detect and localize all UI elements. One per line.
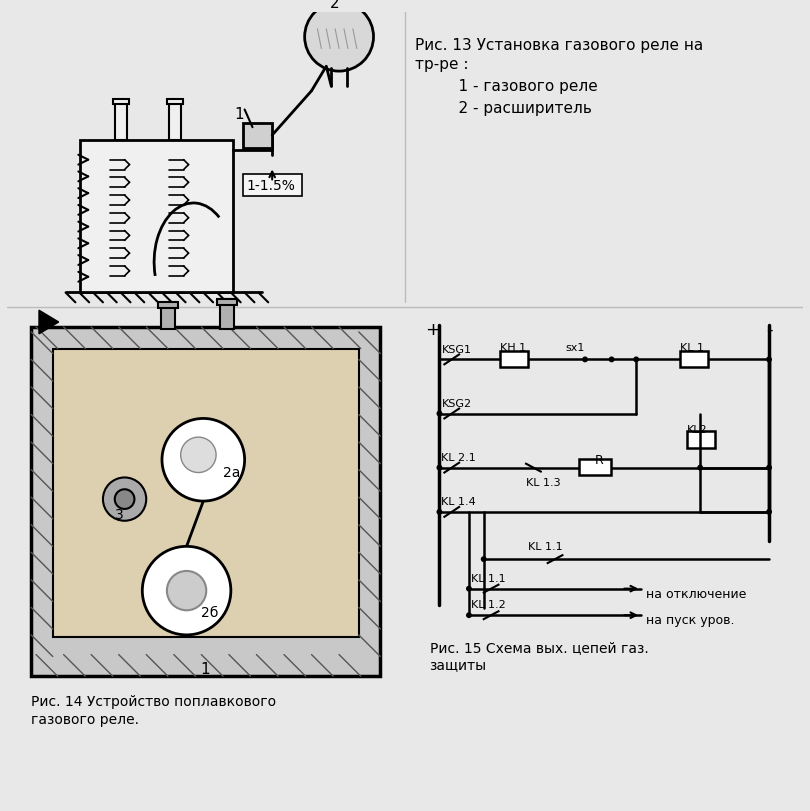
Circle shape	[466, 586, 472, 592]
Text: KL 1.4: KL 1.4	[441, 496, 476, 507]
Circle shape	[697, 465, 703, 471]
Text: KL 1: KL 1	[680, 342, 705, 352]
Text: Рис. 13 Установка газового реле на: Рис. 13 Установка газового реле на	[415, 37, 703, 53]
Circle shape	[633, 357, 639, 363]
Circle shape	[437, 411, 442, 417]
Circle shape	[481, 556, 487, 562]
Text: KL 1.2: KL 1.2	[471, 599, 505, 610]
Text: газового реле.: газового реле.	[31, 712, 139, 726]
Text: на пуск уров.: на пуск уров.	[646, 613, 735, 626]
Circle shape	[466, 612, 472, 619]
Circle shape	[766, 509, 772, 515]
Bar	[113, 100, 129, 105]
Text: R: R	[595, 453, 603, 466]
Bar	[53, 350, 359, 637]
Circle shape	[437, 509, 442, 515]
Text: на отключение: на отключение	[646, 587, 747, 600]
Polygon shape	[39, 311, 58, 334]
Circle shape	[115, 490, 134, 509]
Circle shape	[167, 571, 207, 611]
Circle shape	[582, 357, 588, 363]
Text: KL 2.1: KL 2.1	[441, 453, 476, 462]
Bar	[220, 300, 234, 329]
Text: -: -	[765, 320, 772, 339]
Circle shape	[103, 478, 147, 521]
Bar	[161, 306, 175, 329]
Text: защиты: защиты	[429, 658, 487, 672]
Bar	[80, 141, 232, 293]
Circle shape	[305, 3, 373, 72]
Bar	[501, 351, 528, 368]
Text: 1-1.5%: 1-1.5%	[246, 179, 296, 193]
Bar	[217, 300, 237, 306]
Bar	[680, 351, 708, 368]
Text: KSG2: KSG2	[441, 398, 471, 408]
Bar	[167, 100, 182, 105]
Text: 2 - расширитель: 2 - расширитель	[440, 101, 592, 115]
Circle shape	[162, 419, 245, 501]
Text: тр-ре :: тр-ре :	[415, 58, 468, 72]
Bar	[115, 101, 126, 141]
Text: Рис. 15 Схема вых. цепей газ.: Рис. 15 Схема вых. цепей газ.	[429, 640, 648, 654]
Circle shape	[608, 357, 615, 363]
Bar	[579, 459, 611, 476]
Text: 1 - газового реле: 1 - газового реле	[440, 79, 599, 94]
Text: KL 1.3: KL 1.3	[526, 478, 561, 488]
Text: 3: 3	[115, 508, 124, 521]
Text: +: +	[425, 320, 440, 339]
Bar	[243, 124, 272, 148]
Circle shape	[437, 465, 442, 471]
Bar	[688, 431, 715, 448]
Text: KSG1: KSG1	[441, 344, 471, 354]
Text: 1: 1	[200, 662, 210, 676]
Bar	[158, 303, 177, 309]
Bar	[168, 101, 181, 141]
Text: KL2: KL2	[688, 425, 708, 435]
Bar	[243, 175, 301, 197]
Text: KL 1.1: KL 1.1	[471, 573, 505, 583]
Circle shape	[766, 357, 772, 363]
Circle shape	[143, 547, 231, 635]
Circle shape	[181, 438, 216, 473]
Text: 2б: 2б	[202, 606, 219, 620]
Text: 2: 2	[330, 0, 340, 11]
Text: 1: 1	[235, 106, 245, 122]
Text: sx1: sx1	[565, 342, 585, 352]
Text: KL 1.1: KL 1.1	[528, 542, 563, 551]
Text: Рис. 14 Устройство поплавкового: Рис. 14 Устройство поплавкового	[31, 694, 276, 708]
Text: KH 1: KH 1	[501, 342, 526, 352]
Circle shape	[766, 465, 772, 471]
Text: 2а: 2а	[223, 465, 241, 479]
Bar	[31, 328, 381, 676]
